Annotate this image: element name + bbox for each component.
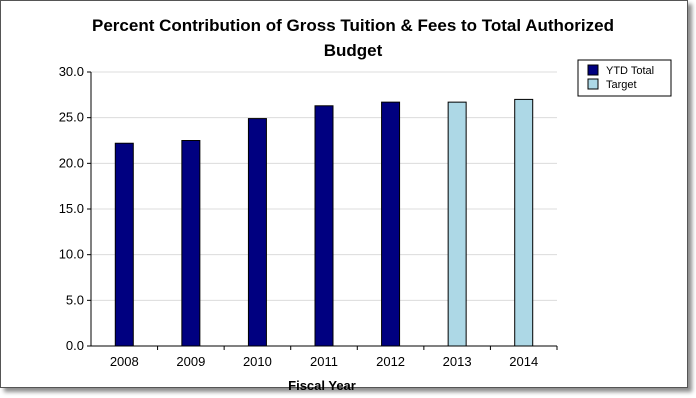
bar	[114, 142, 134, 347]
chart-title-line-1: Percent Contribution of Gross Tuition & …	[92, 16, 614, 35]
y-tick-label: 30.0	[59, 64, 84, 79]
y-tick-labels: 0.0 5.0 10.0 15.0 20.0 25.0 30.0	[59, 64, 84, 353]
x-tick-label: 2011	[310, 354, 338, 369]
bars	[114, 98, 534, 347]
y-tick-label: 25.0	[59, 110, 84, 125]
x-tick-label: 2010	[243, 354, 272, 369]
y-tick-label: 0.0	[66, 338, 84, 353]
chart-frame	[0, 0, 688, 388]
x-tick-label: 2012	[376, 354, 405, 369]
x-tick-label: 2013	[443, 354, 472, 369]
x-tick-label: 2009	[176, 354, 205, 369]
bar	[247, 118, 267, 347]
bar	[514, 98, 534, 347]
chart-title-line-2: Budget	[324, 41, 383, 60]
bar	[314, 105, 334, 347]
bar	[181, 140, 201, 347]
y-tick-label: 10.0	[59, 247, 84, 262]
x-tick-label: 2014	[509, 354, 538, 369]
legend-swatch	[587, 78, 599, 90]
x-tick-label: 2008	[110, 354, 139, 369]
x-axis-label: Fiscal Year	[288, 378, 356, 393]
bar	[447, 101, 467, 347]
y-tick-label: 20.0	[59, 155, 84, 170]
legend-label: YTD Total	[606, 65, 654, 77]
legend: YTD Total Target	[577, 59, 672, 97]
x-tick-labels: 2008 2009 2010 2011 2012 2013 2014	[110, 354, 538, 369]
legend-label: Target	[606, 79, 637, 91]
legend-swatch	[587, 64, 599, 76]
axes	[87, 71, 558, 350]
bar	[381, 101, 401, 347]
y-tick-label: 5.0	[66, 292, 84, 307]
y-tick-label: 15.0	[59, 201, 84, 216]
